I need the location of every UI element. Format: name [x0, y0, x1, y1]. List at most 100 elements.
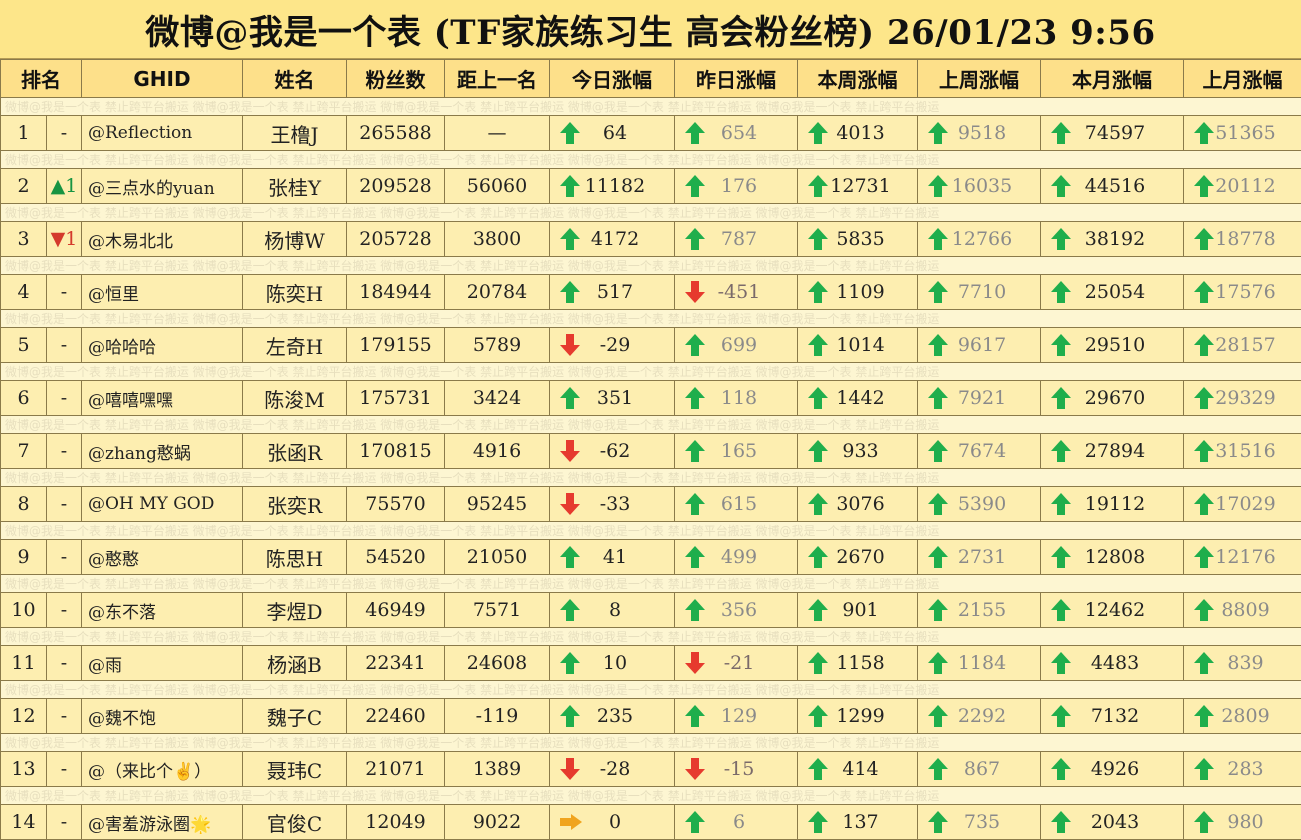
yesterday-change-value: 499 — [705, 546, 797, 568]
watermark-text: 微博@我是一个表 禁止跨平台搬运 微博@我是一个表 禁止跨平台搬运 微博@我是一… — [1, 363, 1301, 381]
last-week-change-cell: 1184 — [918, 646, 1041, 681]
rank-cell: 11 — [1, 646, 47, 681]
name-cell: 官俊C — [243, 805, 347, 840]
rank-move-cell: ▼1 — [47, 222, 82, 257]
last-month-change-cell: 980 — [1184, 805, 1301, 840]
this-week-change-cell: 2670 — [798, 540, 918, 575]
this-week-change-value: 414 — [828, 758, 917, 780]
rank-move-cell: - — [47, 434, 82, 469]
this-week-change-value: 137 — [828, 811, 917, 833]
watermark-text: 微博@我是一个表 禁止跨平台搬运 微博@我是一个表 禁止跨平台搬运 微博@我是一… — [1, 416, 1301, 434]
arrow-up-icon — [1051, 546, 1071, 568]
arrow-up-icon — [1051, 440, 1071, 462]
this-week-change-value: 1442 — [828, 387, 917, 409]
arrow-up-icon — [928, 599, 948, 621]
watermark-text: 微博@我是一个表 禁止跨平台搬运 微博@我是一个表 禁止跨平台搬运 微博@我是一… — [1, 257, 1301, 275]
arrow-up-icon — [928, 387, 948, 409]
fans-cell: 21071 — [347, 752, 445, 787]
this-month-change-value: 25054 — [1071, 281, 1183, 303]
arrow-up-icon — [560, 599, 580, 621]
arrow-up-icon — [560, 175, 580, 197]
rank-cell: 1 — [1, 116, 47, 151]
ghid-cell: @嘻嘻嘿嘿 — [82, 381, 243, 416]
rank-cell: 6 — [1, 381, 47, 416]
today-change-value: 8 — [580, 599, 674, 621]
this-week-change-cell: 137 — [798, 805, 918, 840]
rank-move-cell: - — [47, 752, 82, 787]
arrow-up-icon — [685, 387, 705, 409]
last-week-change-value: 5390 — [948, 493, 1040, 515]
yesterday-change-cell: 615 — [675, 487, 798, 522]
arrow-up-icon — [1194, 493, 1214, 515]
arrow-up-icon — [1051, 705, 1071, 727]
arrow-up-icon — [808, 334, 828, 356]
fans-cell: 175731 — [347, 381, 445, 416]
last-week-change-cell: 2155 — [918, 593, 1041, 628]
yesterday-change-value: -21 — [705, 652, 797, 674]
rank-move-cell: - — [47, 116, 82, 151]
col-header-ghid: GHID — [82, 60, 243, 98]
last-month-change-cell: 839 — [1184, 646, 1301, 681]
last-month-change-value: 18778 — [1214, 228, 1301, 250]
today-change-value: 4172 — [580, 228, 674, 250]
yesterday-change-cell: 699 — [675, 328, 798, 363]
today-change-value: 10 — [580, 652, 674, 674]
arrow-up-icon — [560, 122, 580, 144]
this-week-change-value: 3076 — [828, 493, 917, 515]
watermark-text: 微博@我是一个表 禁止跨平台搬运 微博@我是一个表 禁止跨平台搬运 微博@我是一… — [1, 204, 1301, 222]
fans-cell: 205728 — [347, 222, 445, 257]
ghid-cell: @魏不饱 — [82, 699, 243, 734]
arrow-up-icon — [808, 440, 828, 462]
rank-move-cell: - — [47, 328, 82, 363]
arrow-up-icon — [928, 281, 948, 303]
rank-cell: 14 — [1, 805, 47, 840]
watermark-row: 微博@我是一个表 禁止跨平台搬运 微博@我是一个表 禁止跨平台搬运 微博@我是一… — [1, 204, 1301, 222]
last-week-change-value: 7921 — [948, 387, 1040, 409]
arrow-up-icon — [685, 334, 705, 356]
today-change-cell: 235 — [550, 699, 675, 734]
arrow-up-icon — [1051, 228, 1071, 250]
rank-move-cell: - — [47, 540, 82, 575]
yesterday-change-cell: 6 — [675, 805, 798, 840]
watermark-text: 微博@我是一个表 禁止跨平台搬运 微博@我是一个表 禁止跨平台搬运 微博@我是一… — [1, 98, 1301, 116]
this-month-change-value: 44516 — [1071, 175, 1183, 197]
name-cell: 张函R — [243, 434, 347, 469]
arrow-up-icon — [928, 334, 948, 356]
this-week-change-value: 1109 — [828, 281, 917, 303]
arrow-up-icon — [1051, 599, 1071, 621]
yesterday-change-value: 356 — [705, 599, 797, 621]
last-month-change-cell: 28157 — [1184, 328, 1301, 363]
last-month-change-value: 8809 — [1214, 599, 1301, 621]
arrow-down-icon — [560, 493, 580, 515]
this-month-change-cell: 19112 — [1041, 487, 1184, 522]
last-month-change-value: 29329 — [1214, 387, 1301, 409]
rank-move-cell: - — [47, 487, 82, 522]
yesterday-change-value: 654 — [705, 122, 797, 144]
yesterday-change-value: 176 — [705, 175, 797, 197]
this-week-change-cell: 933 — [798, 434, 918, 469]
arrow-up-icon — [928, 493, 948, 515]
last-week-change-cell: 9518 — [918, 116, 1041, 151]
today-change-cell: -29 — [550, 328, 675, 363]
arrow-up-icon — [1194, 758, 1214, 780]
this-week-change-cell: 3076 — [798, 487, 918, 522]
fans-cell: 170815 — [347, 434, 445, 469]
today-change-value: 351 — [580, 387, 674, 409]
today-change-value: 64 — [580, 122, 674, 144]
ghid-cell: @三点水的yuan — [82, 169, 243, 204]
last-month-change-value: 20112 — [1214, 175, 1301, 197]
arrow-up-icon — [1051, 175, 1071, 197]
arrow-right-icon — [560, 811, 580, 833]
last-month-change-value: 51365 — [1214, 122, 1301, 144]
arrow-up-icon — [808, 652, 828, 674]
col-header-yesterday: 昨日涨幅 — [675, 60, 798, 98]
arrow-up-icon — [928, 705, 948, 727]
today-change-value: -62 — [580, 440, 674, 462]
this-month-change-cell: 12808 — [1041, 540, 1184, 575]
last-month-change-value: 31516 — [1214, 440, 1301, 462]
today-change-cell: 41 — [550, 540, 675, 575]
today-change-value: 517 — [580, 281, 674, 303]
